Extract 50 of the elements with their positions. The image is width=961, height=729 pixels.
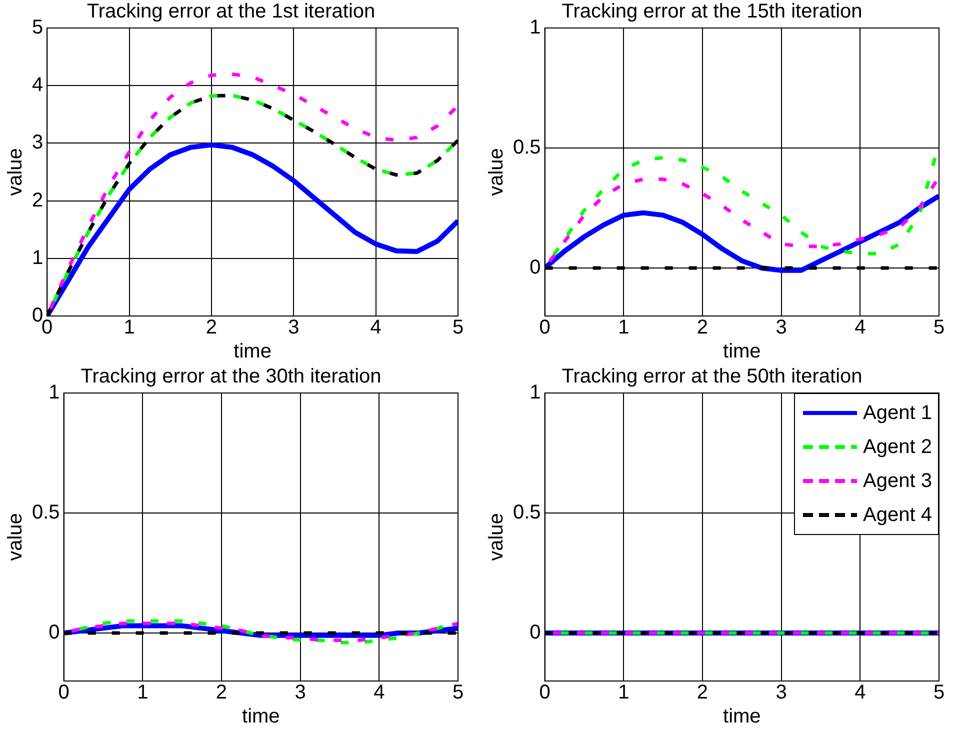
- x-tick-label: 5: [452, 682, 464, 704]
- x-tick-label: 3: [288, 316, 300, 339]
- x-tick-label: 2: [216, 682, 228, 704]
- y-tick-label: 4: [32, 74, 44, 96]
- chart-title: Tracking error at the 1st iteration: [86, 0, 376, 23]
- y-tick-label: 1: [530, 16, 541, 39]
- x-tick-label: 5: [933, 316, 945, 339]
- y-axis-title: value: [486, 513, 508, 561]
- legend-label: Agent 3: [863, 469, 932, 494]
- y-tick-label: 0.5: [512, 136, 541, 159]
- y-tick-label: 0.5: [32, 502, 60, 524]
- y-tick-label: 0: [48, 622, 60, 644]
- x-tick-label: 1: [124, 316, 135, 339]
- x-tick-label: 4: [370, 316, 382, 339]
- y-tick-label: 3: [32, 132, 44, 154]
- x-axis-title: time: [723, 340, 761, 363]
- y-tick-label: 0.5: [512, 502, 541, 524]
- x-tick-label: 5: [452, 316, 464, 339]
- x-tick-label: 5: [933, 682, 945, 704]
- x-tick-label: 1: [618, 316, 630, 339]
- y-axis-title: value: [486, 148, 508, 196]
- legend-label: Agent 1: [863, 401, 932, 426]
- y-tick-label: 5: [32, 16, 44, 39]
- x-tick-label: 3: [776, 682, 787, 704]
- y-axis-title: value: [4, 148, 27, 196]
- x-tick-label: 4: [374, 682, 385, 704]
- x-axis-title: time: [242, 706, 280, 728]
- y-tick-label: 2: [32, 189, 44, 212]
- y-tick-label: 1: [32, 246, 44, 269]
- y-tick-label: 0: [530, 622, 541, 644]
- x-tick-label: 2: [206, 316, 218, 339]
- chart-title: Tracking error at the 30th iteration: [80, 366, 382, 388]
- legend-label: Agent 4: [863, 503, 932, 528]
- x-tick-label: 1: [137, 682, 148, 704]
- x-tick-label: 2: [696, 682, 708, 704]
- chart-title: Tracking error at the 50th iteration: [562, 366, 862, 388]
- x-tick-label: 1: [618, 682, 630, 704]
- x-tick-label: 3: [294, 682, 306, 704]
- y-tick-label: 1: [530, 382, 541, 404]
- x-tick-label: 3: [776, 316, 787, 339]
- chart-title: Tracking error at the 15th iteration: [562, 0, 862, 23]
- x-axis-title: time: [234, 340, 272, 363]
- x-axis-title: time: [723, 706, 761, 728]
- x-tick-label: 4: [854, 316, 866, 339]
- x-tick-label: 4: [854, 682, 866, 704]
- x-tick-label: 2: [696, 316, 708, 339]
- y-tick-label: 1: [48, 382, 60, 404]
- legend-label: Agent 2: [863, 435, 932, 460]
- y-axis-title: value: [4, 513, 27, 561]
- y-tick-label: 0: [530, 256, 541, 279]
